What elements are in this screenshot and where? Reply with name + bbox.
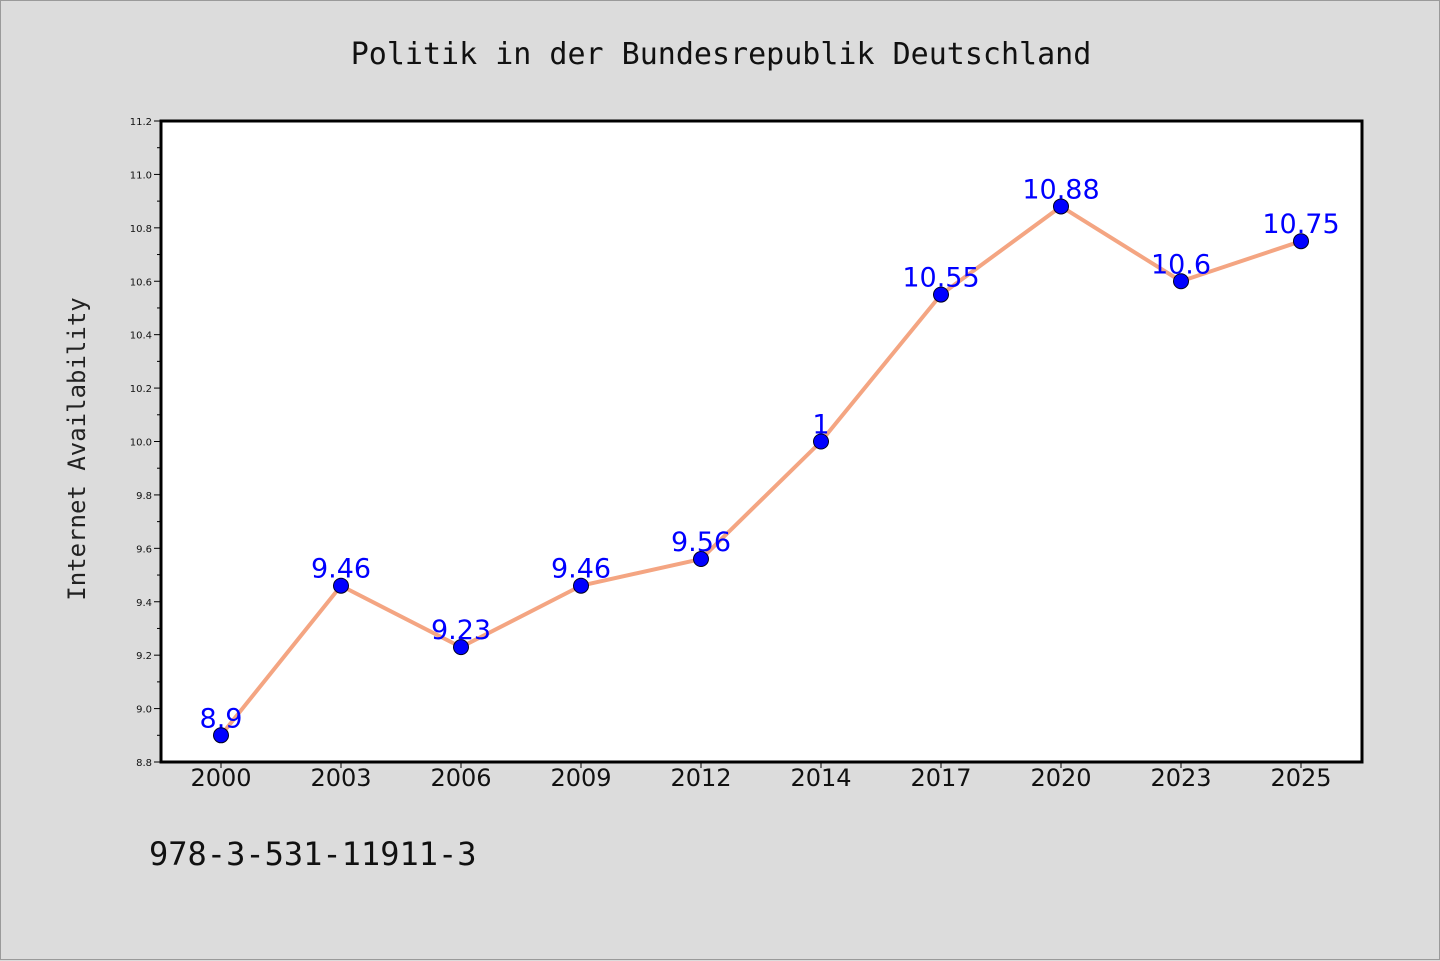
data-label: 8.9: [200, 703, 243, 734]
data-point: [1173, 273, 1189, 290]
data-point: [333, 577, 349, 594]
y-tick-label: 10.8: [130, 224, 152, 235]
data-point: [933, 286, 949, 303]
data-point: [453, 639, 469, 656]
isbn-text: 978-3-531-11911-3: [149, 835, 477, 873]
data-label: 9.23: [431, 615, 491, 646]
data-label: 9.46: [311, 554, 371, 585]
y-tick-label: 10.4: [130, 331, 152, 342]
y-axis-label: Internet Availability: [63, 297, 91, 600]
y-tick-label: 9.0: [136, 705, 152, 716]
data-series: [213, 198, 1309, 744]
y-tick-label: 9.4: [136, 598, 152, 609]
plot-area: [159, 119, 1364, 764]
data-label: 9.46: [551, 554, 611, 585]
data-label: 10.88: [1022, 174, 1099, 205]
data-point: [1053, 198, 1069, 215]
x-tick-label: 2023: [1150, 764, 1211, 792]
data-label: 10.75: [1262, 209, 1339, 240]
data-point: [573, 577, 589, 594]
x-tick-label: 2025: [1270, 764, 1331, 792]
y-tick-label: 11.2: [130, 117, 152, 128]
y-tick-label: 10.6: [130, 277, 152, 288]
x-tick-label: 2014: [790, 764, 851, 792]
data-labels: 8.9 9.46 9.23 9.46 9.56 1 10.55 10.88 10.6 10.75: [200, 174, 1340, 734]
y-tick-label: 11.0: [130, 170, 152, 181]
x-tick-label: 2009: [550, 764, 611, 792]
data-label: 1: [812, 410, 829, 441]
y-tick-label: 9.6: [136, 544, 152, 555]
data-point: [1293, 233, 1309, 250]
series-line: [219, 204, 1303, 738]
chart-title: Politik in der Bundesrepublik Deutschlan…: [351, 37, 1092, 72]
y-tick-label: 8.8: [136, 758, 152, 769]
y-tick-label: 10.0: [130, 438, 152, 449]
y-tick-label: 9.2: [136, 651, 152, 662]
data-label: 10.6: [1151, 249, 1211, 280]
x-tick-label: 2006: [430, 764, 491, 792]
y-tick-label: 9.8: [136, 491, 152, 502]
x-tick-label: 2020: [1030, 764, 1091, 792]
y-axis: 8.8 9.0 9.2 9.4 9.6 9.8 10.0 10.2 10.4 10.6 10.8 11…: [130, 117, 161, 769]
x-tick-label: 2003: [310, 764, 371, 792]
x-axis: 2000 2003 2006 2009 2012 2014 2017 2020 2023 2025: [190, 762, 1332, 792]
x-tick-label: 2017: [910, 764, 971, 792]
x-tick-label: 2012: [670, 764, 731, 792]
data-label: 9.56: [671, 527, 731, 558]
x-tick-label: 2000: [190, 764, 251, 792]
data-point: [813, 433, 829, 450]
y-tick-label: 10.2: [130, 384, 152, 395]
data-label: 10.55: [902, 263, 979, 294]
data-point: [213, 727, 229, 744]
data-point: [693, 551, 709, 568]
